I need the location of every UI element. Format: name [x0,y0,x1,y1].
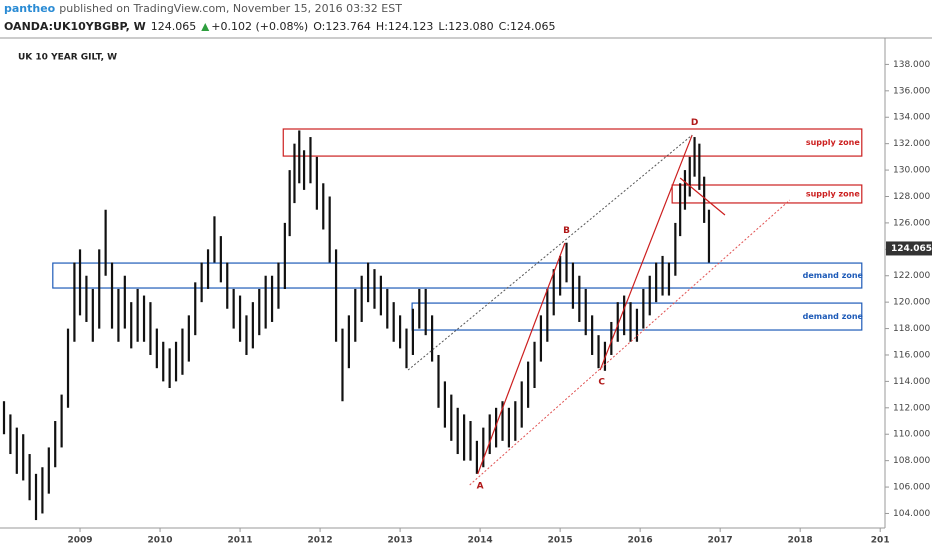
chart-title: UK 10 YEAR GILT, W [18,53,117,63]
change: +0.102 (+0.08%) [211,20,308,33]
zone [671,184,863,204]
plot-area: supply zone supply zone demand zone demand … [2,118,864,521]
x-tick-label: 2011 [228,536,253,546]
y-tick-label: 116.000 [893,350,930,360]
open: O:123.764 [313,20,371,33]
author[interactable]: pantheo [4,2,56,15]
y-tick-label: 106.000 [893,483,930,493]
y-tick-label: 110.000 [893,430,930,440]
published: published on TradingView.com, November 1… [59,2,402,15]
y-tick-label: 120.000 [893,298,930,308]
point-label: A [477,481,484,491]
high: H:124.123 [376,20,433,33]
trend-line [599,134,693,371]
y-tick-label: 136.000 [893,86,930,96]
point-label: D [691,118,698,128]
x-tick-label: 201 [871,536,890,546]
zone-label: demand zone [803,312,864,321]
trend-line [477,242,566,475]
last-price: 124.065 [151,20,197,33]
y-tick-label: 112.000 [893,403,930,413]
y-tick-label: 118.000 [893,324,930,334]
x-tick-label: 2015 [548,536,573,546]
y-tick-label: 130.000 [893,166,930,176]
trend-line [469,199,791,486]
x-tick-label: 2009 [67,536,92,546]
zone-label: supply zone [806,138,861,147]
y-tick-label: 134.000 [893,113,930,123]
y-tick-label: 132.000 [893,139,930,149]
close: C:124.065 [499,20,556,33]
y-tick-label: 114.000 [893,377,930,387]
trend-line [679,177,726,216]
zone [52,262,863,289]
publish-line: pantheo published on TradingView.com, No… [4,2,402,15]
y-tick-label: 128.000 [893,192,930,202]
x-tick-label: 2018 [788,536,813,546]
symbol-line: OANDA:UK10YBGBP, W 124.065 +0.102 (+0.08… [4,20,556,33]
zone-label: demand zone [803,271,864,280]
point-label: B [563,226,570,236]
y-tick-label: 138.000 [893,60,930,70]
x-tick-label: 2010 [148,536,173,546]
zone [282,128,863,157]
y-tick-label: 126.000 [893,218,930,228]
zone-label: supply zone [806,189,861,198]
x-tick-label: 2012 [308,536,333,546]
x-tick-label: 2013 [388,536,413,546]
up-arrow [201,23,210,31]
point-label: C [598,378,605,388]
trend-line [407,134,693,371]
x-tick-label: 2016 [628,536,653,546]
y-tick-label: 122.000 [893,271,930,281]
y-tick-label: 108.000 [893,456,930,466]
x-tick-label: 2017 [708,536,733,546]
last-price-label: 124.065 [891,244,932,254]
last-price-box [886,241,932,256]
symbol: OANDA:UK10YBGBP, W [4,20,146,33]
x-tick-label: 2014 [468,536,493,546]
low: L:123.080 [438,20,493,33]
y-tick-label: 104.000 [893,509,930,519]
